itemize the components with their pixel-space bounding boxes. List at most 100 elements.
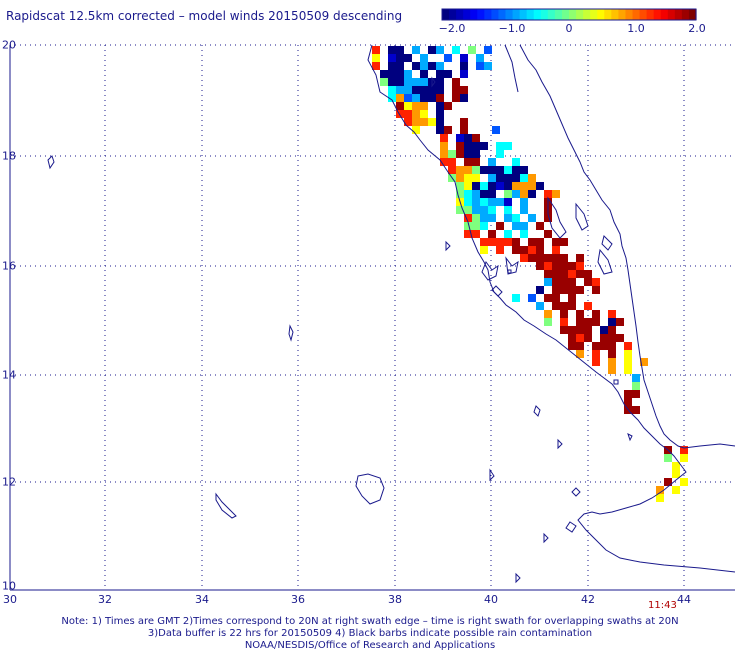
colorbar-tick: 0 bbox=[565, 22, 573, 35]
wind-cell bbox=[520, 198, 528, 206]
island-group bbox=[481, 260, 499, 281]
wind-cell bbox=[600, 342, 608, 350]
wind-cell bbox=[472, 158, 480, 166]
island-group bbox=[601, 235, 613, 251]
wind-cell bbox=[680, 454, 688, 462]
wind-cell bbox=[568, 334, 576, 342]
wind-difference-cells bbox=[372, 46, 688, 502]
wind-cell bbox=[600, 326, 608, 334]
wind-cell bbox=[664, 454, 672, 462]
wind-cell bbox=[616, 334, 624, 342]
wind-cell bbox=[552, 286, 560, 294]
wind-cell bbox=[592, 350, 600, 358]
wind-cell bbox=[436, 102, 444, 110]
wind-cell bbox=[488, 158, 496, 166]
wind-cell bbox=[464, 142, 472, 150]
wind-cell bbox=[396, 94, 404, 102]
wind-cell bbox=[560, 302, 568, 310]
africa-coastline bbox=[367, 44, 736, 573]
wind-cell bbox=[412, 102, 420, 110]
wind-cell bbox=[396, 102, 404, 110]
wind-cell bbox=[420, 78, 428, 86]
colorbar-segment bbox=[477, 9, 485, 20]
colorbar-segment bbox=[540, 9, 549, 20]
wind-cell bbox=[560, 278, 568, 286]
footnote-line: 3)Data buffer is 22 hrs for 20150509 4) … bbox=[147, 628, 593, 639]
colorbar-segment bbox=[463, 9, 471, 20]
wind-cell bbox=[632, 406, 640, 414]
island-group bbox=[575, 202, 589, 231]
island bbox=[515, 572, 521, 584]
wind-cell bbox=[608, 358, 616, 366]
wind-cell bbox=[448, 150, 456, 158]
wind-cell bbox=[420, 62, 428, 70]
wind-cell bbox=[412, 126, 420, 134]
wind-cell bbox=[496, 150, 504, 158]
colorbar-segment bbox=[526, 9, 535, 20]
wind-cell bbox=[396, 46, 404, 54]
lon-label: 36 bbox=[291, 593, 305, 606]
wind-cell bbox=[528, 294, 536, 302]
wind-cell bbox=[512, 294, 520, 302]
island bbox=[557, 438, 563, 450]
colorbar-tick: 1.0 bbox=[627, 22, 645, 35]
colorbar-segment bbox=[512, 9, 521, 20]
island bbox=[565, 521, 577, 533]
wind-cell bbox=[496, 246, 504, 254]
wind-cell bbox=[464, 230, 472, 238]
wind-cell bbox=[412, 46, 420, 54]
wind-cell bbox=[576, 326, 584, 334]
wind-cell bbox=[472, 190, 480, 198]
wind-cell bbox=[464, 150, 472, 158]
wind-cell bbox=[520, 254, 528, 262]
colorbar-frame bbox=[441, 8, 697, 21]
wind-cell bbox=[456, 134, 464, 142]
colorbar-segment bbox=[597, 9, 605, 20]
wind-cell bbox=[552, 190, 560, 198]
wind-cell bbox=[544, 310, 552, 318]
wind-cell bbox=[552, 262, 560, 270]
wind-cell bbox=[552, 294, 560, 302]
wind-cell bbox=[480, 214, 488, 222]
wind-cell bbox=[528, 182, 536, 190]
wind-cell bbox=[388, 86, 396, 94]
wind-cell bbox=[504, 190, 512, 198]
wind-cell bbox=[456, 174, 464, 182]
wind-cell bbox=[472, 230, 480, 238]
wind-cell bbox=[480, 190, 488, 198]
wind-cell bbox=[520, 166, 528, 174]
wind-cell bbox=[428, 94, 436, 102]
wind-cell bbox=[472, 166, 480, 174]
wind-cell bbox=[444, 102, 452, 110]
wind-cell bbox=[464, 214, 472, 222]
wind-cell bbox=[544, 278, 552, 286]
wind-cell bbox=[440, 158, 448, 166]
wind-cell bbox=[520, 182, 528, 190]
lat-label: 10 bbox=[2, 579, 16, 593]
wind-cell bbox=[452, 46, 460, 54]
colorbar-segment bbox=[569, 9, 577, 20]
wind-cell bbox=[396, 78, 404, 86]
wind-cell bbox=[592, 278, 600, 286]
wind-cell bbox=[544, 294, 552, 302]
wind-cell bbox=[560, 238, 568, 246]
colorbar-segment bbox=[554, 9, 563, 20]
island bbox=[507, 269, 512, 274]
wind-cell bbox=[484, 62, 492, 70]
lat-label: 16 bbox=[2, 259, 16, 273]
wind-cell bbox=[520, 230, 528, 238]
wind-cell bbox=[560, 326, 568, 334]
wind-cell bbox=[480, 206, 488, 214]
island bbox=[489, 468, 495, 482]
colorbar-segment bbox=[674, 9, 683, 20]
wind-cell bbox=[452, 86, 460, 94]
wind-cell bbox=[496, 142, 504, 150]
colorbar-tick: 2.0 bbox=[688, 22, 706, 35]
wind-cell bbox=[504, 198, 512, 206]
colorbar-segment bbox=[653, 9, 662, 20]
colorbar-segment bbox=[618, 9, 627, 20]
colorbar-segment bbox=[505, 9, 514, 20]
lat-lon-grid bbox=[9, 44, 735, 591]
wind-cell bbox=[536, 262, 544, 270]
